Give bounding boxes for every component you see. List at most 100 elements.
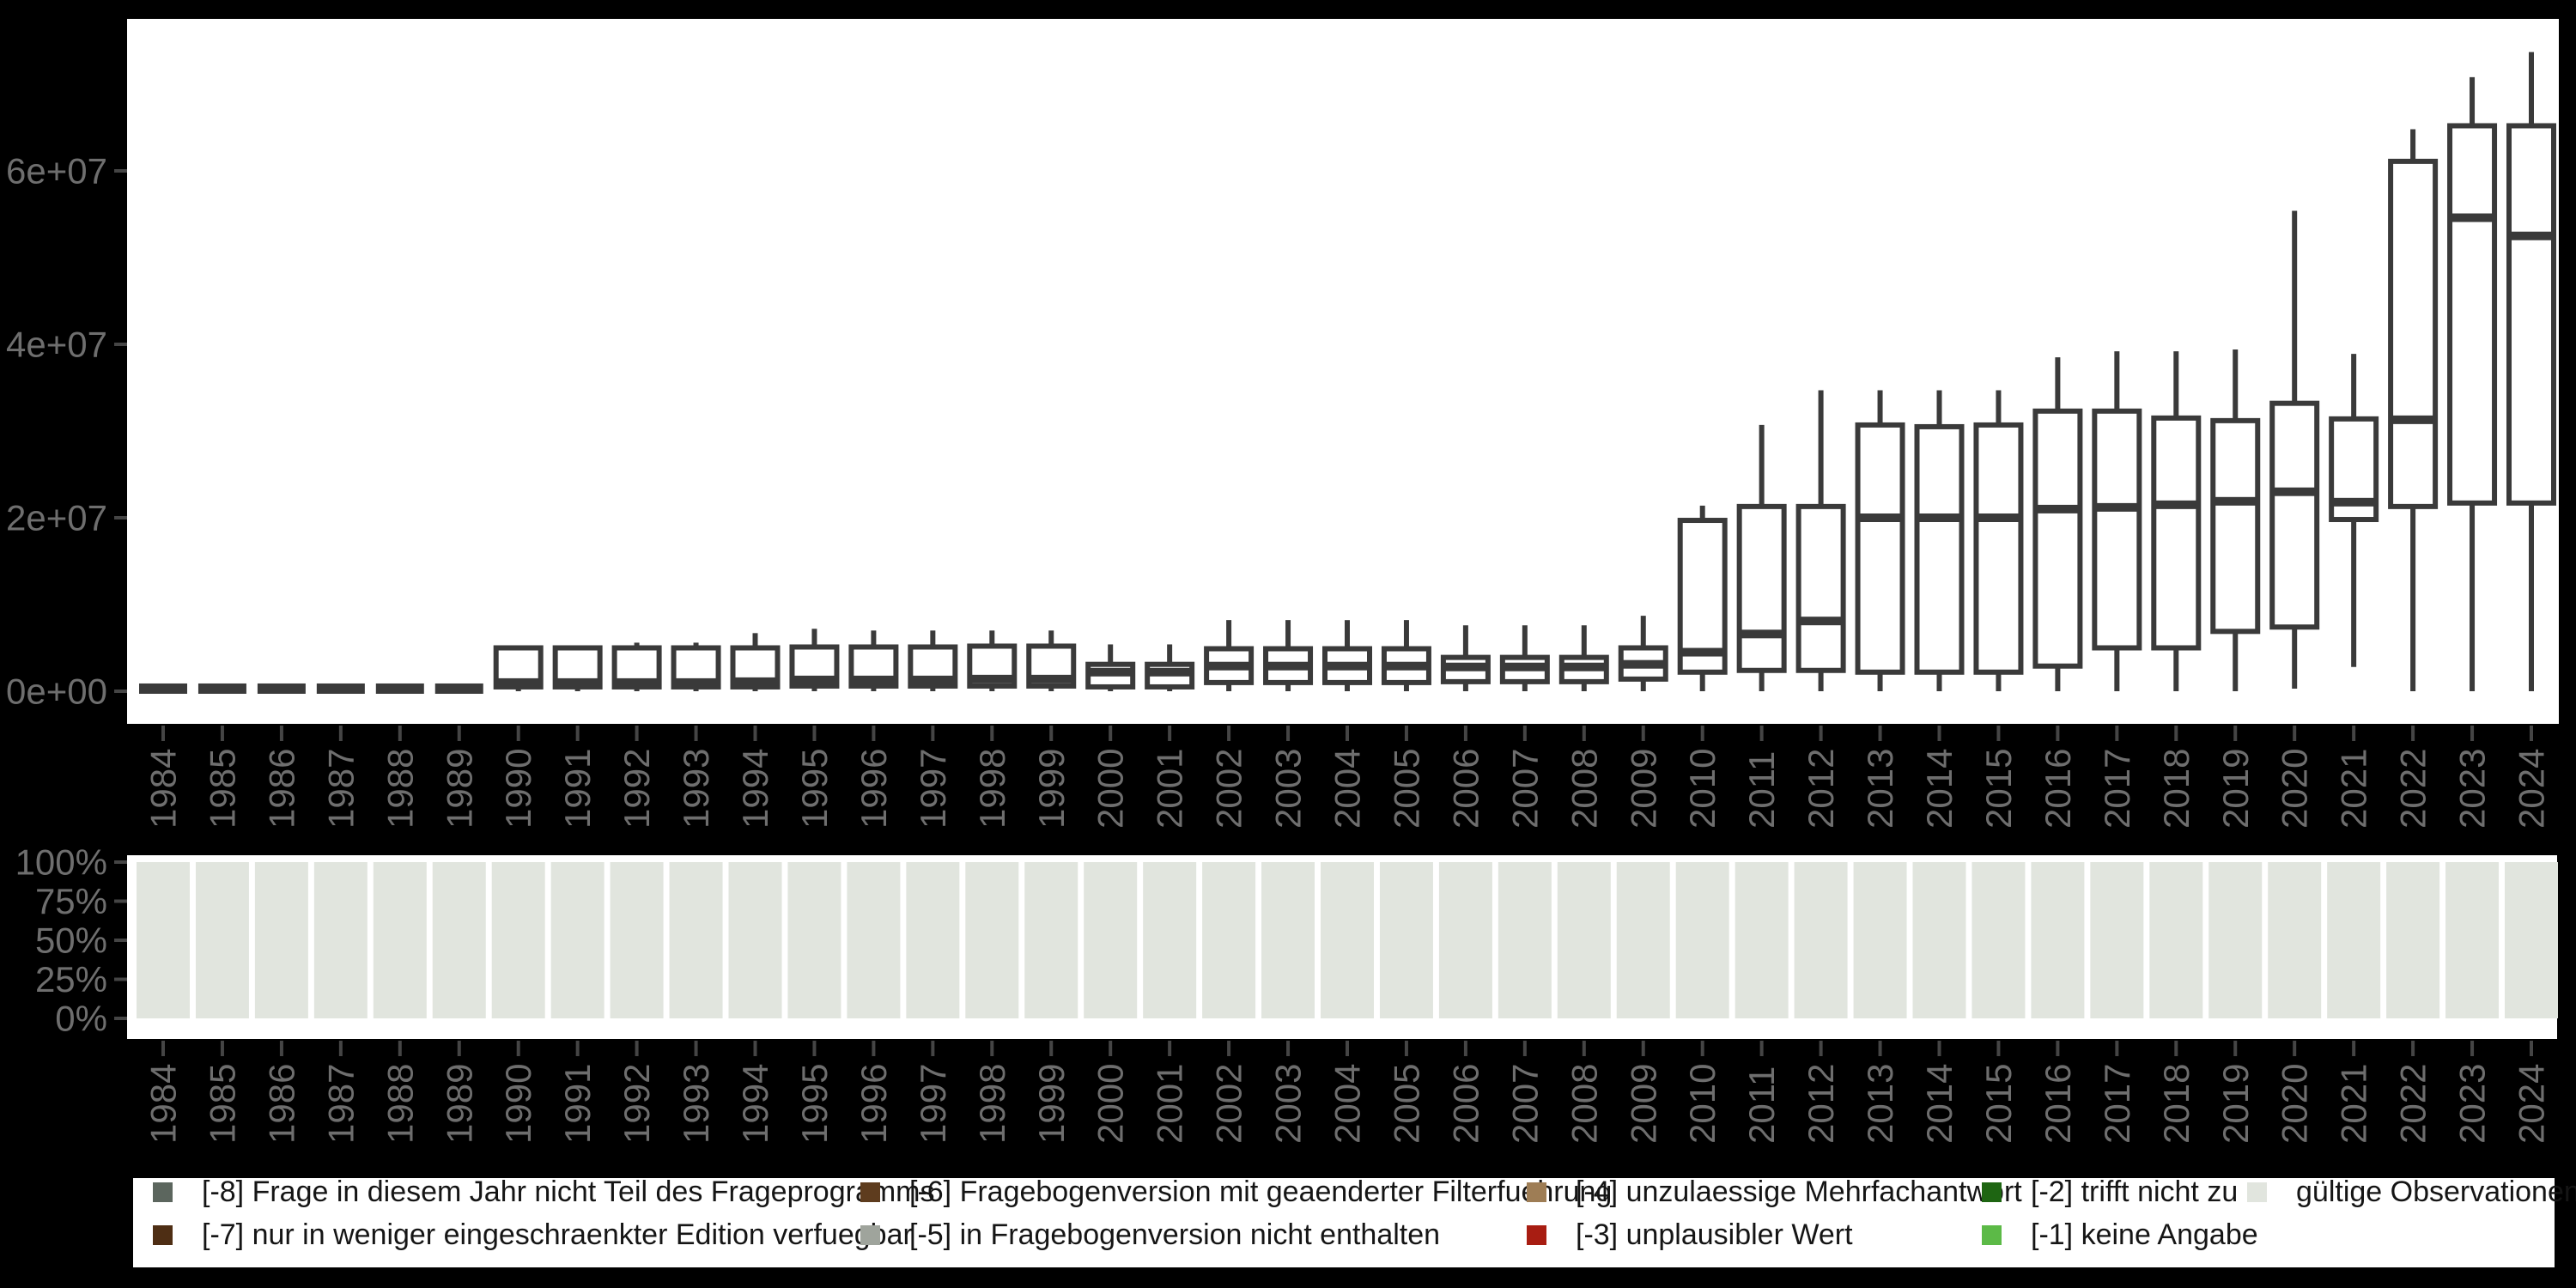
legend-label: [-3] unplausibler Wert: [1576, 1218, 1853, 1251]
x-tick-label-1991: 1991: [557, 1064, 598, 1144]
x-tick-label-2015: 2015: [1978, 749, 2019, 829]
median-line: [2450, 213, 2495, 222]
x-tick-label-2016: 2016: [2038, 1064, 2078, 1144]
x-tick-label-2011: 2011: [1741, 751, 1782, 829]
x-tick-label-2017: 2017: [2097, 1064, 2137, 1144]
boxplot-1994: [730, 633, 781, 691]
x-tick-label-1999: 1999: [1031, 1064, 1072, 1144]
boxplots: [139, 52, 2556, 694]
boxplot-2008: [1558, 625, 1609, 691]
x-tick-label-2006: 2006: [1445, 749, 1485, 829]
median-line: [1266, 661, 1311, 671]
x-tick-label-1991: 1991: [557, 749, 598, 829]
boxplot-1989: [434, 683, 483, 694]
median-dash: [257, 683, 306, 694]
y-tick-label: 0e+00: [6, 671, 107, 712]
legend-swatch-minus1-icon: [1982, 1225, 2002, 1245]
boxplot-2021: [2329, 354, 2379, 667]
median-line: [2272, 487, 2318, 496]
x-tick-label-2020: 2020: [2275, 1064, 2315, 1144]
valid-bar-2024: [2505, 862, 2558, 1018]
median-line: [1917, 513, 1962, 522]
median-line: [1857, 513, 1903, 522]
boxplot-2005: [1381, 620, 1431, 691]
legend-item: [-6] Fragebogenversion mit geaenderter F…: [860, 1176, 1612, 1208]
valid-bar-2020: [2268, 862, 2322, 1018]
x-tick-label-1995: 1995: [794, 1064, 835, 1144]
x-tick-label-1990: 1990: [498, 749, 538, 829]
valid-bar-2010: [1675, 862, 1729, 1018]
median-line: [851, 675, 896, 684]
x-tick-label-2001: 2001: [1150, 749, 1190, 829]
iqr-box: [2506, 123, 2556, 506]
valid-bar-2021: [2327, 862, 2381, 1018]
legend-label: [-7] nur in weniger eingeschraenkter Edi…: [202, 1218, 913, 1251]
median-line: [2331, 497, 2377, 507]
x-tick-label-2014: 2014: [1919, 749, 1959, 829]
median-line: [1739, 629, 1784, 639]
x-tick-label-1992: 1992: [617, 749, 657, 829]
iqr-box: [2388, 158, 2439, 509]
x-tick-label-2019: 2019: [2215, 749, 2256, 829]
boxplot-2016: [2032, 357, 2083, 691]
boxplot-2002: [1204, 620, 1255, 691]
x-tick-label-2014: 2014: [1919, 1064, 1959, 1144]
iqr-box: [2092, 408, 2142, 651]
iqr-box: [1795, 503, 1846, 673]
median-line: [732, 677, 778, 686]
boxplot-2004: [1322, 620, 1372, 691]
y-tick-label: 2e+07: [6, 498, 107, 538]
x-tick-label-2007: 2007: [1504, 1064, 1545, 1144]
valid-bar-2002: [1202, 862, 1256, 1018]
boxplot-2019: [2210, 349, 2261, 691]
median-line: [1029, 674, 1074, 683]
x-tick-label-2009: 2009: [1623, 749, 1663, 829]
valid-bar-2012: [1794, 862, 1848, 1018]
legend-swatch-valid-icon: [2247, 1182, 2267, 1202]
x-tick-label-2002: 2002: [1209, 749, 1249, 829]
median-line: [1383, 661, 1429, 671]
iqr-box: [2032, 408, 2083, 669]
x-tick-label-2020: 2020: [2275, 749, 2315, 829]
valid-bar-1987: [313, 862, 368, 1018]
pct-tick-label: 75%: [35, 881, 107, 921]
median-line: [673, 677, 719, 687]
median-line: [1620, 659, 1666, 669]
median-dash: [434, 683, 483, 694]
x-tick-label-1997: 1997: [913, 1064, 953, 1144]
pct-tick-label: 25%: [35, 959, 107, 999]
legend-swatch-minus5-icon: [860, 1225, 880, 1245]
valid-bar-2013: [1853, 862, 1907, 1018]
legend-label: [-6] Fragebogenversion mit geaenderter F…: [909, 1176, 1613, 1208]
iqr-box: [2269, 400, 2320, 630]
x-tick-label-2007: 2007: [1504, 749, 1545, 829]
x-tick-label-2000: 2000: [1091, 1064, 1131, 1144]
valid-bar-2009: [1616, 862, 1670, 1018]
median-line: [555, 677, 600, 687]
x-tick-label-2003: 2003: [1268, 1064, 1309, 1144]
x-tick-label-1993: 1993: [676, 749, 716, 829]
valid-bar-1988: [373, 862, 427, 1018]
boxplot-2003: [1263, 620, 1314, 691]
x-tick-label-2022: 2022: [2393, 1064, 2433, 1144]
valid-bar-1990: [491, 862, 545, 1018]
valid-bar-1999: [1024, 862, 1078, 1018]
boxplot-1996: [848, 630, 899, 691]
valid-bar-2005: [1379, 862, 1433, 1018]
valid-bar-2001: [1143, 862, 1197, 1018]
legend-swatch-minus6-icon: [860, 1182, 880, 1202]
valid-bar-1996: [847, 862, 901, 1018]
iqr-box: [2210, 417, 2261, 635]
x-tick-label-2005: 2005: [1386, 749, 1426, 829]
median-line: [1561, 662, 1607, 671]
legend-label: [-2] trifft nicht zu: [2031, 1176, 2239, 1208]
legend-item: [-1] keine Angabe: [1982, 1218, 2258, 1251]
valid-bar-2003: [1261, 862, 1315, 1018]
boxplot-1997: [908, 630, 958, 691]
valid-bar-1998: [965, 862, 1019, 1018]
x-tick-label-2001: 2001: [1150, 1064, 1190, 1144]
x-tick-label-2018: 2018: [2156, 749, 2196, 829]
x-tick-label-2010: 2010: [1682, 749, 1722, 829]
